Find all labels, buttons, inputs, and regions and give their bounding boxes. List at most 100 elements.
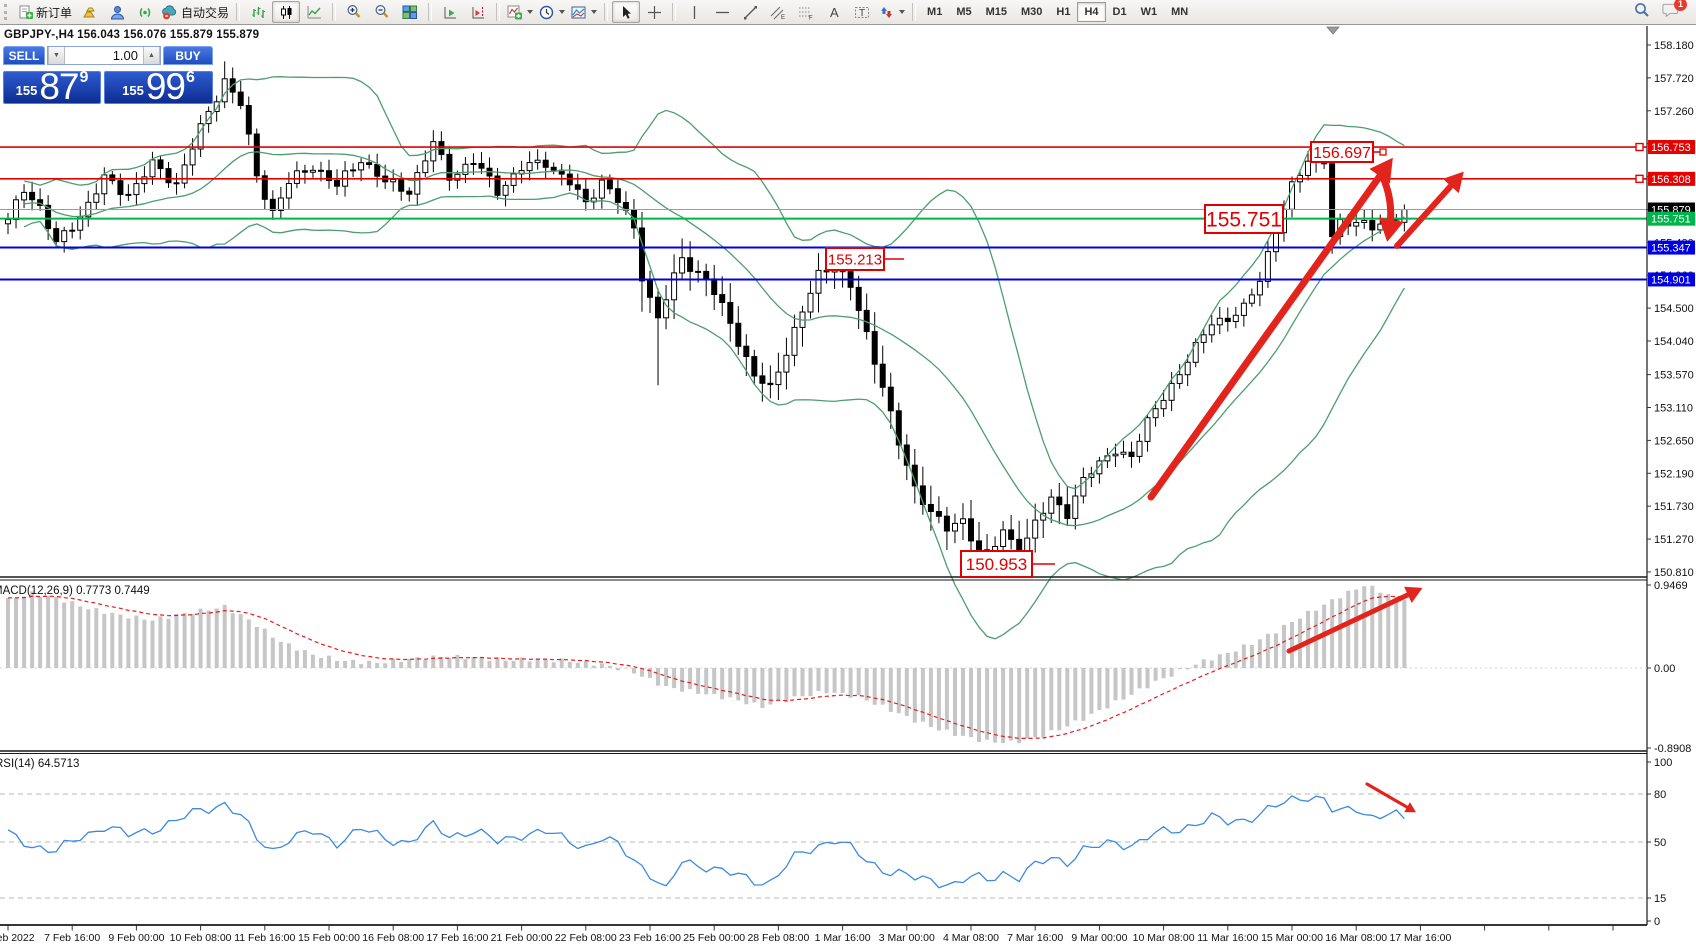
- tf-button-h1[interactable]: H1: [1056, 6, 1071, 18]
- tf-button-m5[interactable]: M5: [956, 6, 972, 18]
- trend-arrow[interactable]: [1365, 782, 1416, 813]
- line-chart-icon: [307, 5, 321, 18]
- buy-price-sup: 6: [185, 69, 195, 86]
- svg-text:155.751: 155.751: [1651, 214, 1691, 226]
- tf-button-h4[interactable]: H4: [1077, 2, 1106, 22]
- notifications-button[interactable]: 1: [1662, 0, 1687, 23]
- svg-text:1 Mar 16:00: 1 Mar 16:00: [815, 932, 871, 944]
- dropdown-caret: [559, 10, 566, 14]
- trend-arrow[interactable]: [1286, 586, 1423, 654]
- zoom-out-button[interactable]: [368, 1, 396, 23]
- price-annotation[interactable]: 155.213: [825, 247, 904, 271]
- svg-text:15 Feb 00:00: 15 Feb 00:00: [298, 932, 360, 944]
- horizontal-line-156.753[interactable]: [0, 142, 1647, 152]
- svg-text:154.500: 154.500: [1654, 303, 1694, 315]
- svg-text:0: 0: [1654, 916, 1660, 928]
- auto-trading-label: 自动交易: [181, 5, 230, 20]
- auto-scroll-icon: [444, 6, 456, 18]
- arrows-button[interactable]: [876, 1, 908, 23]
- fibonacci-button[interactable]: F: [792, 1, 820, 23]
- svg-text:RSI(14) 64.5713: RSI(14) 64.5713: [0, 758, 79, 770]
- horizontal-line-button[interactable]: [708, 1, 736, 23]
- bar-chart-button[interactable]: [244, 1, 272, 23]
- profile-button[interactable]: [103, 1, 131, 23]
- buy-price-prefix: 155: [122, 83, 144, 98]
- fibonacci-icon: F: [799, 7, 813, 20]
- horizontal-line-156.308[interactable]: [0, 174, 1647, 184]
- templates-icon: [571, 6, 586, 18]
- svg-text:155.213: 155.213: [828, 251, 882, 268]
- svg-text:156.753: 156.753: [1651, 142, 1691, 154]
- price-annotation[interactable]: 155.751: [1204, 204, 1284, 234]
- tf-button-mn[interactable]: MN: [1171, 6, 1189, 18]
- tile-windows-icon: [402, 5, 418, 19]
- vertical-line-button[interactable]: [680, 1, 708, 23]
- price-annotation[interactable]: 156.697: [1310, 141, 1387, 163]
- profile-icon: [110, 5, 124, 19]
- sell-button[interactable]: SELL: [3, 46, 45, 65]
- channel-button[interactable]: E: [764, 1, 792, 23]
- crosshair-button[interactable]: [640, 1, 668, 23]
- svg-text:151.730: 151.730: [1654, 501, 1694, 513]
- buy-price-big: 99: [145, 65, 186, 107]
- sell-price-display[interactable]: 155 87 9: [3, 67, 101, 105]
- text-button[interactable]: A: [820, 1, 848, 23]
- notification-badge: 1: [1674, 0, 1687, 11]
- toolbar-right-group: 1: [1634, 0, 1696, 23]
- tf-button-w1[interactable]: W1: [1140, 6, 1158, 18]
- svg-text:0.00: 0.00: [1654, 663, 1675, 675]
- new-order-button[interactable]: 新订单: [15, 1, 75, 23]
- price-axis-label: 155.347: [1648, 240, 1695, 255]
- svg-text:16 Feb 08:00: 16 Feb 08:00: [362, 932, 424, 944]
- cursor-button[interactable]: [612, 1, 641, 23]
- templates-button[interactable]: [568, 1, 600, 23]
- trend-arrow[interactable]: [1376, 167, 1404, 242]
- text-label-button[interactable]: T: [848, 1, 876, 23]
- auto-scroll-button[interactable]: [436, 1, 464, 23]
- svg-text:157.260: 157.260: [1654, 106, 1694, 118]
- indicators-icon: [507, 5, 523, 19]
- rsi-line: [7, 795, 1405, 889]
- auto-trading-icon: [162, 4, 177, 19]
- tf-button-m15[interactable]: M15: [985, 6, 1007, 18]
- sell-price-sup: 9: [79, 69, 89, 86]
- symbols-button[interactable]: [75, 1, 103, 23]
- time-axis: 4 Feb 2022 7 Feb 16:00 9 Feb 00:00 10 Feb 0…: [0, 925, 1614, 944]
- tf-button-m1[interactable]: M1: [927, 6, 943, 18]
- chart-title: GBPJPY-,H4 156.043 156.076 155.879 155.8…: [4, 29, 260, 41]
- search-button[interactable]: [1634, 2, 1650, 23]
- macd-histogram: [0, 585, 1647, 744]
- zoom-out-icon: [375, 4, 389, 18]
- chart-shift-icon: [472, 6, 484, 18]
- svg-text:21 Feb 00:00: 21 Feb 00:00: [491, 932, 553, 944]
- chart-shift-button[interactable]: [464, 1, 492, 23]
- svg-text:9 Mar 00:00: 9 Mar 00:00: [1071, 932, 1127, 944]
- buy-button[interactable]: BUY: [163, 46, 213, 65]
- volume-decrease-button[interactable]: ▼: [48, 47, 65, 64]
- bar-chart-icon: [251, 6, 265, 18]
- periods-button[interactable]: [536, 1, 568, 23]
- vertical-line-icon: [693, 5, 695, 19]
- line-chart-button[interactable]: [300, 1, 328, 23]
- auto-trading-button[interactable]: 自动交易: [159, 1, 232, 23]
- trendline-button[interactable]: [736, 1, 764, 23]
- tf-button-d1[interactable]: D1: [1112, 6, 1127, 18]
- volume-input[interactable]: 1.00: [112, 48, 138, 63]
- svg-text:11 Mar 16:00: 11 Mar 16:00: [1197, 932, 1258, 944]
- signals-button[interactable]: [131, 1, 159, 23]
- price-annotation[interactable]: 150.953: [960, 550, 1055, 578]
- zoom-in-button[interactable]: [340, 1, 368, 23]
- candlestick-chart-button[interactable]: [272, 1, 301, 23]
- tile-windows-button[interactable]: [396, 1, 424, 23]
- tf-button-m30[interactable]: M30: [1021, 6, 1043, 18]
- trend-arrow[interactable]: [1394, 171, 1464, 249]
- volume-increase-button[interactable]: ▲: [143, 47, 160, 64]
- sell-price-prefix: 155: [15, 83, 38, 98]
- trend-arrow[interactable]: [1147, 157, 1393, 501]
- price-axis-label: 156.308: [1648, 171, 1695, 186]
- indicators-button[interactable]: [504, 1, 536, 23]
- buy-price-display[interactable]: 155 99 6: [104, 65, 213, 107]
- svg-text:151.270: 151.270: [1654, 534, 1694, 546]
- rsi-panel: [0, 793, 1647, 899]
